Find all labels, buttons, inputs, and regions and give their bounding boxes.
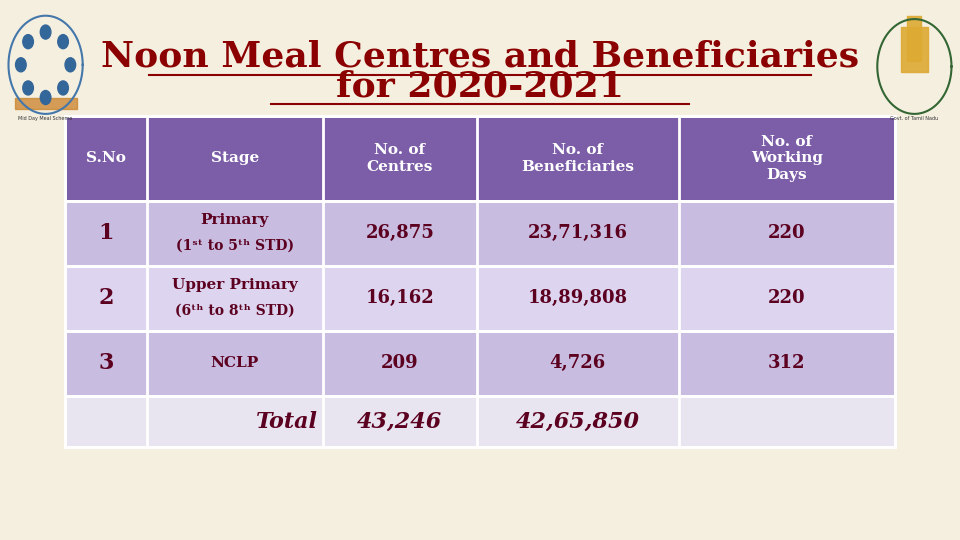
Circle shape	[40, 91, 51, 105]
Circle shape	[15, 58, 26, 72]
Bar	[65, 116, 895, 447]
Text: 209: 209	[381, 354, 419, 373]
Text: (6ᵗʰ to 8ᵗʰ STD): (6ᵗʰ to 8ᵗʰ STD)	[175, 303, 295, 318]
Text: 2: 2	[98, 287, 113, 309]
Text: 4,726: 4,726	[550, 354, 606, 373]
Text: 23,71,316: 23,71,316	[528, 225, 628, 242]
Text: 43,246: 43,246	[357, 410, 443, 433]
Text: Mid Day Meal Scheme: Mid Day Meal Scheme	[18, 116, 73, 121]
Text: 26,875: 26,875	[366, 225, 434, 242]
Text: Govt. of Tamil Nadu: Govt. of Tamil Nadu	[890, 116, 939, 120]
Text: 42,65,850: 42,65,850	[516, 410, 640, 433]
Text: 312: 312	[768, 354, 805, 373]
Text: S.No: S.No	[86, 152, 126, 165]
Circle shape	[23, 81, 34, 95]
Text: No. of
Beneficiaries: No. of Beneficiaries	[521, 144, 635, 173]
Text: 16,162: 16,162	[366, 289, 434, 307]
Circle shape	[65, 58, 76, 72]
Text: Stage: Stage	[211, 152, 259, 165]
Text: Upper Primary: Upper Primary	[172, 278, 298, 292]
Circle shape	[23, 35, 34, 49]
Bar	[65, 266, 895, 331]
Bar	[65, 201, 895, 266]
Circle shape	[58, 81, 68, 95]
Text: 3: 3	[98, 353, 113, 374]
Text: NCLP: NCLP	[211, 356, 259, 370]
Text: 220: 220	[768, 225, 805, 242]
Text: 220: 220	[768, 289, 805, 307]
Text: (1ˢᵗ to 5ᵗʰ STD): (1ˢᵗ to 5ᵗʰ STD)	[176, 238, 294, 252]
Text: Total: Total	[256, 410, 319, 433]
Text: Noon Meal Centres and Beneficiaries: Noon Meal Centres and Beneficiaries	[101, 40, 859, 73]
Text: 1: 1	[98, 222, 113, 245]
Circle shape	[40, 25, 51, 39]
Circle shape	[58, 35, 68, 49]
Text: No. of
Working
Days: No. of Working Days	[751, 136, 823, 181]
Text: for 2020-2021: for 2020-2021	[336, 70, 624, 103]
Text: 18,89,808: 18,89,808	[528, 289, 628, 307]
Bar	[65, 116, 895, 201]
Bar	[65, 331, 895, 396]
Text: No. of
Centres: No. of Centres	[367, 144, 433, 173]
Bar	[65, 396, 895, 447]
Text: Primary: Primary	[201, 213, 269, 227]
